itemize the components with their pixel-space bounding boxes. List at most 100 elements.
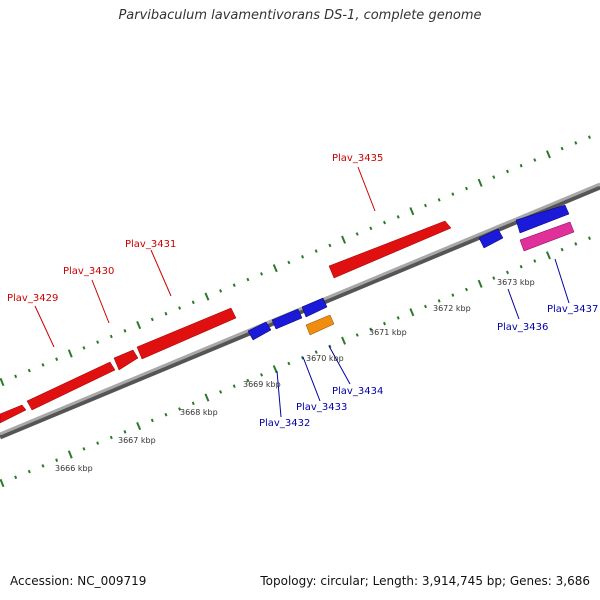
minor-tick: [246, 378, 250, 383]
minor-tick: [587, 135, 591, 139]
minor-tick: [464, 287, 469, 292]
minor-tick: [164, 412, 168, 417]
gene-label[interactable]: Plav_3436: [497, 322, 548, 333]
kbp-label: 3672 kbp: [433, 304, 471, 313]
minor-tick: [123, 329, 127, 333]
minor-tick: [314, 249, 318, 253]
major-tick: [136, 422, 142, 431]
reverse-leader-lines: [276, 258, 570, 418]
major-tick: [204, 393, 210, 402]
minor-tick: [355, 232, 359, 236]
minor-tick: [574, 242, 578, 246]
gene-label[interactable]: Plav_3431: [125, 239, 176, 250]
minor-tick: [219, 390, 223, 394]
minor-tick: [14, 374, 18, 379]
minor-tick: [191, 300, 195, 305]
minor-tick: [41, 464, 45, 468]
minor-tick: [492, 276, 496, 280]
minor-tick: [109, 435, 113, 440]
lower-tick-track: [0, 236, 591, 488]
minor-tick: [14, 475, 18, 480]
minor-tick: [260, 272, 264, 276]
gene-plav-3432-shape[interactable]: [247, 321, 272, 341]
forward-leader-lines: [34, 166, 376, 348]
minor-tick: [191, 401, 195, 406]
gene-label[interactable]: Plav_3432: [259, 418, 310, 429]
gene-plav-3431a-shape[interactable]: [113, 349, 139, 371]
gene-plav-3435-shape[interactable]: [328, 220, 452, 279]
minor-tick: [82, 346, 86, 350]
minor-tick: [369, 327, 373, 332]
genome-backbone: [0, 182, 600, 436]
kbp-label: 3671 kbp: [369, 328, 407, 337]
gene-plav-3433-shape[interactable]: [271, 308, 303, 330]
minor-tick: [533, 158, 537, 162]
kbp-label: 3669 kbp: [243, 380, 281, 389]
minor-tick: [301, 356, 305, 360]
minor-tick: [41, 363, 45, 367]
major-tick: [341, 235, 347, 244]
minor-tick: [96, 441, 100, 445]
gene-plav-3436-shape[interactable]: [478, 228, 504, 249]
minor-tick: [123, 430, 127, 434]
accession-text: Accession: NC_009719: [10, 574, 147, 588]
minor-tick: [82, 447, 86, 451]
reverse-genes: [247, 204, 570, 341]
gene-label[interactable]: Plav_3429: [7, 293, 58, 304]
minor-tick: [178, 407, 182, 411]
minor-tick: [451, 192, 455, 196]
gene-label[interactable]: Plav_3437: [547, 304, 598, 315]
minor-tick: [260, 373, 264, 377]
minor-tick: [232, 384, 236, 388]
minor-tick: [27, 469, 31, 474]
major-tick: [477, 279, 483, 288]
minor-tick: [560, 247, 564, 252]
gene-plav-3437a-shape[interactable]: [515, 204, 570, 234]
minor-tick: [437, 299, 441, 303]
kbp-label: 3673 kbp: [497, 278, 535, 287]
minor-tick: [27, 368, 31, 373]
minor-tick: [505, 270, 510, 275]
minor-tick: [574, 141, 578, 145]
gene-label[interactable]: Plav_3435: [332, 153, 383, 164]
major-tick: [67, 349, 73, 358]
gene-plav-3430-shape[interactable]: [26, 361, 116, 411]
minor-tick: [382, 321, 387, 326]
kbp-label: 3670 kbp: [306, 354, 344, 363]
minor-tick: [178, 306, 182, 310]
genome-summary-text: Topology: circular; Length: 3,914,745 bp…: [260, 574, 590, 588]
major-tick: [545, 251, 551, 260]
major-tick: [136, 321, 142, 330]
minor-tick: [287, 361, 291, 366]
gene-plav-3429-shape[interactable]: [0, 404, 27, 424]
major-tick: [341, 336, 347, 345]
gene-plav-3431-shape[interactable]: [136, 307, 237, 360]
gene-plav-3434a-shape[interactable]: [301, 297, 328, 318]
minor-tick: [396, 215, 400, 219]
minor-tick: [219, 289, 223, 293]
minor-tick: [355, 333, 359, 337]
minor-tick: [109, 334, 113, 339]
minor-tick: [560, 146, 564, 151]
minor-tick: [369, 226, 373, 231]
minor-tick: [437, 198, 441, 202]
minor-tick: [246, 277, 250, 282]
major-tick: [477, 178, 483, 187]
minor-tick: [232, 283, 236, 287]
major-tick: [409, 207, 415, 216]
gene-plav-3434-shape[interactable]: [305, 314, 335, 336]
gene-label[interactable]: Plav_3434: [332, 386, 383, 397]
minor-tick: [451, 293, 455, 297]
minor-tick: [96, 340, 100, 344]
kbp-label: 3668 kbp: [180, 408, 218, 417]
minor-tick: [287, 260, 291, 265]
gene-label[interactable]: Plav_3430: [63, 266, 114, 277]
gene-label[interactable]: Plav_3433: [296, 402, 347, 413]
major-tick: [409, 308, 415, 317]
minor-tick: [382, 220, 387, 225]
minor-tick: [55, 357, 59, 361]
minor-tick: [464, 186, 469, 191]
minor-tick: [505, 169, 510, 174]
minor-tick: [519, 264, 523, 269]
gene-plav-3437-shape[interactable]: [519, 221, 575, 252]
